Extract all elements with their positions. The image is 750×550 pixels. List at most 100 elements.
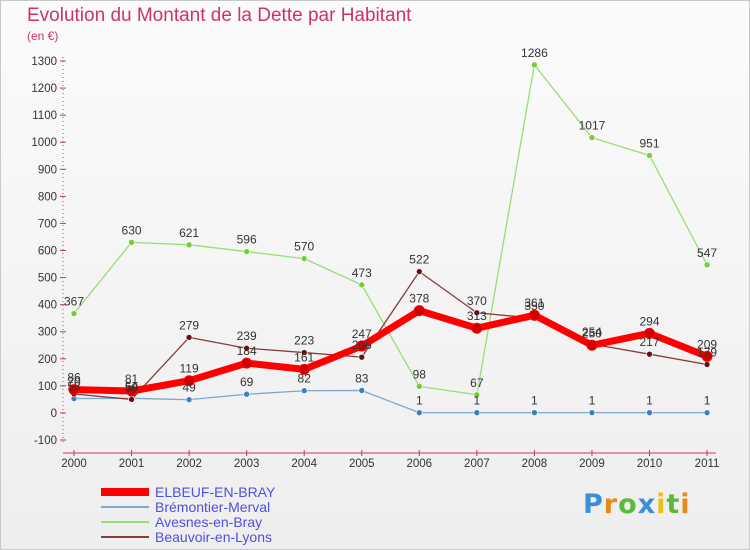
data-point <box>185 334 193 341</box>
data-label: 630 <box>122 223 142 237</box>
data-point <box>300 255 308 262</box>
data-label: 223 <box>294 334 314 348</box>
data-label: 54 <box>125 379 139 393</box>
y-tick-label: 300 <box>38 327 57 339</box>
x-tick-label: 2000 <box>61 458 87 470</box>
data-point <box>183 375 195 387</box>
data-label: 206 <box>352 338 372 352</box>
legend-swatch <box>101 536 149 538</box>
data-label: 209 <box>697 337 717 351</box>
data-point <box>358 387 366 394</box>
data-label: 179 <box>697 345 717 359</box>
data-label: 49 <box>182 381 196 395</box>
data-point <box>126 385 138 397</box>
data-label: 361 <box>524 296 544 310</box>
legend-item: Beauvoir-en-Lyons <box>101 529 361 545</box>
legend-swatch <box>101 488 149 496</box>
data-label: 350 <box>524 299 544 313</box>
data-point <box>586 339 598 351</box>
data-point <box>703 261 711 269</box>
data-point <box>528 309 540 321</box>
data-label: 53 <box>67 380 81 394</box>
data-label: 67 <box>470 376 484 390</box>
logo-letter: t <box>666 489 681 520</box>
y-tick-label: 900 <box>38 164 57 176</box>
data-point <box>415 383 423 390</box>
x-tick-label: 2010 <box>637 458 663 470</box>
data-label: 522 <box>409 253 429 267</box>
data-point <box>646 350 653 358</box>
data-label: 247 <box>352 327 372 341</box>
data-label: 50 <box>125 380 139 394</box>
data-point <box>531 409 538 416</box>
data-point <box>471 322 483 334</box>
data-label: 254 <box>582 325 602 339</box>
y-tick-label: 1100 <box>32 110 57 122</box>
data-point <box>356 340 368 352</box>
data-label: 81 <box>125 372 139 386</box>
y-tick-label: 800 <box>38 191 57 203</box>
data-label: 378 <box>409 292 429 306</box>
y-tick-label: 500 <box>38 273 57 285</box>
y-tick-label: 100 <box>38 381 57 393</box>
legend-label: Brémontier-Merval <box>155 499 271 515</box>
data-label: 370 <box>467 294 487 308</box>
data-label: 473 <box>352 266 372 280</box>
data-point <box>415 268 423 275</box>
y-tick-label: 1000 <box>31 137 57 149</box>
data-label: 1 <box>704 394 711 408</box>
series-line-2 <box>73 64 708 396</box>
data-label: 217 <box>639 335 659 349</box>
data-label: 161 <box>294 350 314 364</box>
legend-item: Avesnes-en-Bray <box>101 514 361 530</box>
data-point <box>531 61 538 69</box>
y-tick-label: -100 <box>34 435 57 447</box>
series-line-1 <box>73 389 708 414</box>
x-tick-label: 2011 <box>695 458 720 470</box>
data-label: 70 <box>67 375 81 389</box>
data-label: 184 <box>237 344 257 358</box>
logo-letter: o <box>618 489 638 520</box>
y-tick-label: 700 <box>38 218 57 230</box>
data-point <box>185 241 193 249</box>
data-label: 279 <box>179 318 199 332</box>
logo-letter: i <box>656 489 667 520</box>
data-label: 239 <box>237 329 257 343</box>
logo-letter: i <box>680 489 691 520</box>
chart-title: Evolution du Montant de la Dette par Hab… <box>27 5 412 26</box>
data-point <box>70 310 78 317</box>
x-tick-label: 2006 <box>407 458 433 470</box>
data-point <box>241 357 253 369</box>
y-tick-label: 1300 <box>31 56 57 68</box>
y-tick-label: 0 <box>51 408 57 420</box>
data-point <box>243 344 250 352</box>
data-point <box>701 350 713 362</box>
data-point <box>128 396 135 403</box>
data-point <box>644 327 655 339</box>
data-point <box>300 387 308 395</box>
data-point <box>128 239 135 246</box>
x-tick-label: 2004 <box>291 458 317 470</box>
data-point <box>358 353 366 361</box>
data-point <box>703 361 711 368</box>
data-point <box>185 396 193 403</box>
x-tick-label: 2007 <box>464 458 490 470</box>
logo-letter: P <box>583 489 604 520</box>
data-label: 294 <box>639 314 659 328</box>
data-label: 119 <box>180 362 199 376</box>
data-label: 621 <box>179 226 199 240</box>
data-label: 1 <box>589 394 596 408</box>
logo-letter: r <box>603 489 619 520</box>
data-point <box>413 305 425 317</box>
data-label: 83 <box>355 371 369 385</box>
data-point <box>588 409 596 416</box>
data-label: 98 <box>413 367 427 381</box>
chart-unit-label: (en €) <box>27 29 59 43</box>
data-label: 951 <box>639 136 659 150</box>
data-label: 1 <box>416 394 423 408</box>
data-point <box>415 409 423 416</box>
data-point <box>300 349 308 356</box>
x-tick-label: 2002 <box>176 458 202 470</box>
